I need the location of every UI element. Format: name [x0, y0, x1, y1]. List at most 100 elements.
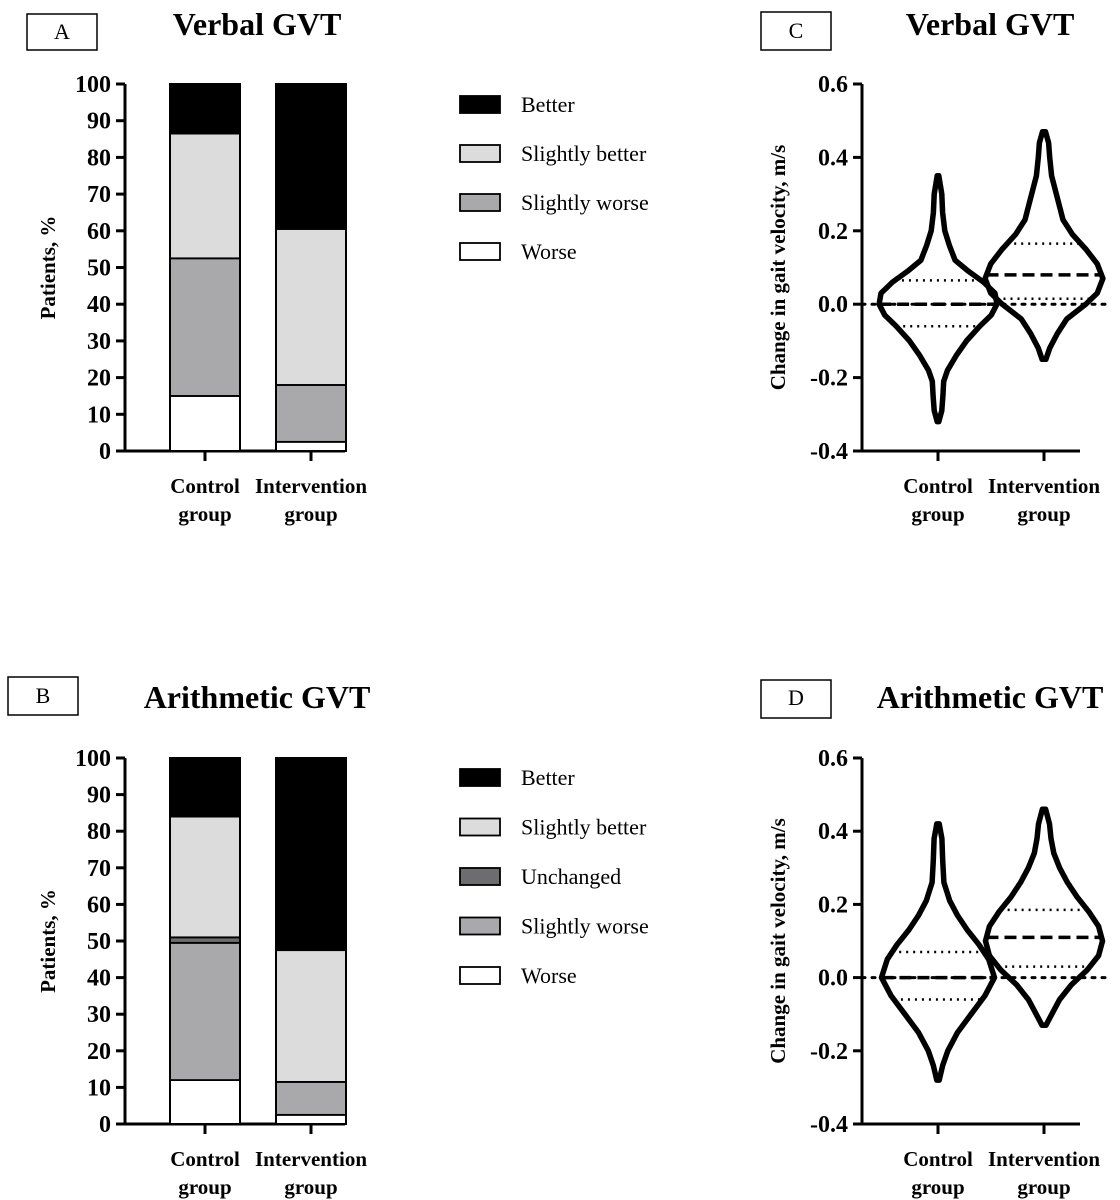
y-tick-label: 100 [75, 72, 111, 98]
x-category-label-line-2: group [284, 502, 337, 526]
legend-swatch-unchanged [459, 867, 501, 886]
y-tick-label: 0.0 [818, 292, 848, 318]
x-category-label-line-1: Control [170, 1147, 240, 1171]
violin-body-intervention-group [982, 128, 1106, 363]
y-tick-label: 60 [87, 219, 111, 245]
y-tick-label: 100 [75, 746, 111, 772]
bar-segment-slightly-worse [275, 384, 347, 443]
y-tick-label: 20 [87, 366, 111, 392]
chart-title: Arithmetic GVT [877, 679, 1104, 715]
y-tick-label: -0.2 [810, 366, 848, 392]
y-tick-label: 0.4 [818, 145, 848, 171]
panel-label: C [789, 18, 804, 43]
panel-label-box [7, 676, 79, 716]
panel-label-box [26, 13, 98, 51]
y-tick-label: 90 [87, 783, 111, 809]
violin-body-control-group [878, 821, 998, 1083]
x-category-label-line-1: Intervention [255, 1147, 367, 1171]
x-category-label-line-2: group [911, 502, 964, 526]
y-tick-label: 30 [87, 329, 111, 355]
x-category-label-line-2: group [1017, 1175, 1070, 1199]
chart-title: Arithmetic GVT [144, 679, 371, 715]
legend-swatch-better [459, 768, 501, 787]
panel-label: A [54, 19, 70, 44]
bar-segment-worse [169, 395, 241, 452]
x-category-label-line-1: Intervention [988, 474, 1100, 498]
x-category-label-line-2: group [284, 1175, 337, 1199]
y-tick-label: 0.6 [818, 72, 848, 98]
panel-label: D [788, 685, 804, 710]
legend-swatch-better [459, 95, 501, 114]
y-tick-label: 10 [87, 1075, 111, 1101]
x-category-label-line-2: group [911, 1175, 964, 1199]
panel-label-box [760, 679, 832, 719]
legend-label-better: Better [521, 765, 575, 790]
legend-swatch-slightly-worse [459, 193, 501, 212]
bar-outline [169, 83, 241, 452]
bar-segment-slightly-worse [169, 941, 241, 1081]
y-tick-label: 0.2 [818, 892, 848, 918]
y-tick-label: 0 [99, 1112, 111, 1138]
legend-label-unchanged: Unchanged [521, 864, 621, 889]
legend-label-slightly-better: Slightly better [521, 815, 647, 840]
y-tick-label: 10 [87, 402, 111, 428]
y-tick-label: -0.2 [810, 1039, 848, 1065]
x-category-label-line-1: Control [170, 474, 240, 498]
y-tick-label: 50 [87, 256, 111, 282]
bar-segment-better [169, 83, 241, 135]
y-tick-label: 0.6 [818, 746, 848, 772]
bar-segment-slightly-worse [169, 257, 241, 397]
y-tick-label: 0.2 [818, 219, 848, 245]
y-tick-label: 50 [87, 929, 111, 955]
x-category-label-line-1: Control [903, 474, 973, 498]
legend-swatch-slightly-worse [459, 916, 501, 936]
bar-segment-slightly-better [169, 815, 241, 939]
y-tick-label: 80 [87, 145, 111, 171]
legend-label-worse: Worse [521, 239, 577, 264]
violin-body-control-group [876, 173, 1000, 425]
y-tick-label: 70 [87, 856, 111, 882]
y-axis-label: Change in gait velocity, m/s [766, 145, 790, 391]
violin-body-intervention-group [982, 806, 1106, 1028]
legend-label-slightly-worse: Slightly worse [521, 914, 649, 939]
legend-swatch-slightly-better [459, 817, 501, 837]
x-category-label-line-2: group [178, 502, 231, 526]
legend-label-better: Better [521, 92, 575, 117]
y-tick-label: 0.0 [818, 966, 848, 992]
panel-c-violin: C Verbal GVT -0.4 -0.2 0.0 0.2 0.4 0.6 Change in… [760, 6, 1114, 526]
bar-segment-slightly-better [275, 228, 347, 386]
legend-swatch-worse [459, 966, 501, 985]
y-tick-label: 80 [87, 819, 111, 845]
bar-outline [275, 757, 347, 1125]
chart-title: Verbal GVT [906, 6, 1075, 42]
bar-segment-slightly-better [275, 949, 347, 1083]
y-tick-label: 0.4 [818, 819, 848, 845]
panel-label: B [36, 683, 51, 708]
bar-segment-worse [169, 1079, 241, 1125]
bar-segment-better [169, 757, 241, 818]
y-tick-label: 70 [87, 182, 111, 208]
y-tick-label: 30 [87, 1002, 111, 1028]
panel-label-box [760, 11, 832, 51]
x-category-label-line-1: Control [903, 1147, 973, 1171]
bar-segment-worse [275, 440, 347, 452]
x-category-label-line-2: group [1017, 502, 1070, 526]
y-tick-label: -0.4 [810, 439, 848, 465]
y-tick-label: 40 [87, 292, 111, 318]
legend-label-slightly-better: Slightly better [521, 141, 647, 166]
bar-segment-slightly-worse [275, 1081, 347, 1116]
panel-a-stacked-bar: A Verbal GVT 0 10 20 30 40 50 60 70 80 90 100 Patient… [26, 6, 649, 526]
y-axis-label: Patients, % [36, 216, 60, 320]
y-tick-label: 0 [99, 439, 111, 465]
bar-segment-slightly-better [169, 132, 241, 260]
legend-label-slightly-worse: Slightly worse [521, 190, 649, 215]
panel-d-violin: D Arithmetic GVT -0.4 -0.2 0.0 0.2 0.4 0.6 Chang… [760, 679, 1114, 1199]
bar-segment-worse [275, 1113, 347, 1125]
x-category-label-line-1: Intervention [988, 1147, 1100, 1171]
bar-outline [169, 757, 241, 1125]
y-tick-label: 40 [87, 966, 111, 992]
y-tick-label: 60 [87, 892, 111, 918]
legend-swatch-worse [459, 242, 501, 261]
x-category-label-line-2: group [178, 1175, 231, 1199]
